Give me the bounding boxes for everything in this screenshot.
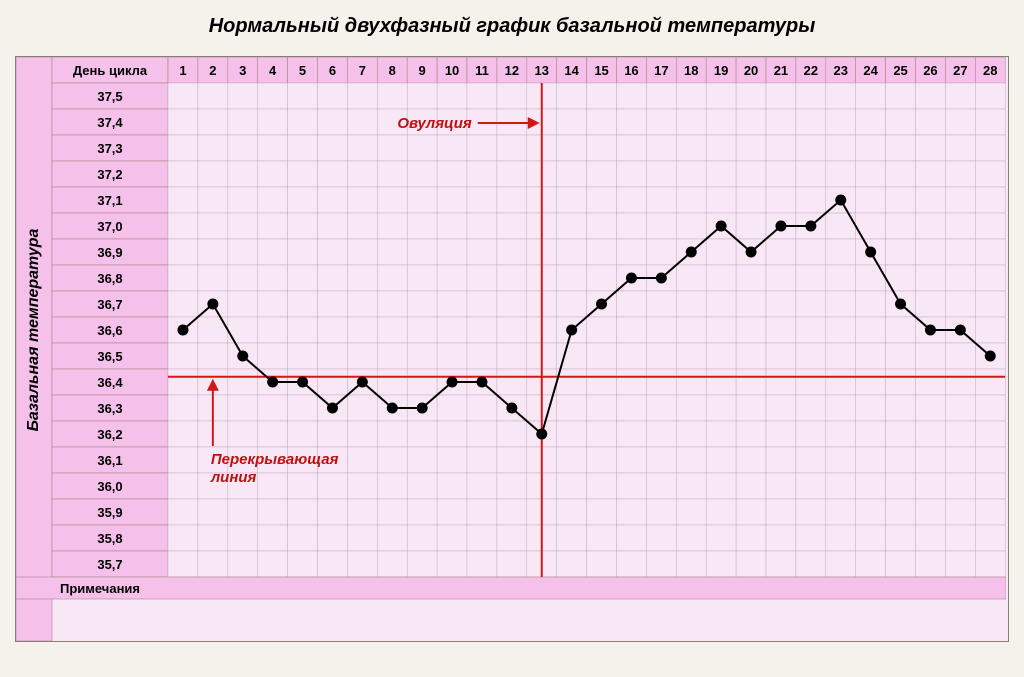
svg-text:4: 4 <box>269 63 277 78</box>
svg-text:36,2: 36,2 <box>97 427 122 442</box>
svg-text:Овуляция: Овуляция <box>397 115 472 132</box>
svg-text:8: 8 <box>389 63 396 78</box>
svg-text:37,5: 37,5 <box>97 89 122 104</box>
svg-text:линия: линия <box>210 469 257 486</box>
svg-text:Базальная температура: Базальная температура <box>25 228 42 431</box>
svg-text:19: 19 <box>714 63 728 78</box>
svg-text:37,1: 37,1 <box>97 193 122 208</box>
svg-text:Перекрывающая: Перекрывающая <box>211 451 339 468</box>
svg-text:28: 28 <box>983 63 997 78</box>
svg-text:9: 9 <box>419 63 426 78</box>
svg-text:2: 2 <box>209 63 216 78</box>
svg-text:26: 26 <box>923 63 937 78</box>
bbt-chart: Базальная температураДень цикла123456789… <box>16 57 1006 641</box>
svg-text:37,4: 37,4 <box>97 115 123 130</box>
svg-text:18: 18 <box>684 63 698 78</box>
svg-text:20: 20 <box>744 63 758 78</box>
svg-text:11: 11 <box>475 63 489 78</box>
svg-text:5: 5 <box>299 63 306 78</box>
svg-text:10: 10 <box>445 63 459 78</box>
svg-text:35,8: 35,8 <box>97 531 122 546</box>
svg-text:23: 23 <box>834 63 848 78</box>
svg-text:14: 14 <box>564 63 579 78</box>
svg-text:36,0: 36,0 <box>97 479 122 494</box>
svg-text:36,1: 36,1 <box>97 453 122 468</box>
svg-text:36,8: 36,8 <box>97 271 122 286</box>
svg-text:36,4: 36,4 <box>97 375 123 390</box>
svg-text:27: 27 <box>953 63 967 78</box>
svg-text:12: 12 <box>505 63 519 78</box>
svg-text:7: 7 <box>359 63 366 78</box>
svg-text:36,3: 36,3 <box>97 401 122 416</box>
svg-text:37,2: 37,2 <box>97 167 122 182</box>
svg-text:22: 22 <box>804 63 818 78</box>
svg-text:3: 3 <box>239 63 246 78</box>
svg-text:36,7: 36,7 <box>97 297 122 312</box>
svg-text:35,7: 35,7 <box>97 557 122 572</box>
svg-text:24: 24 <box>863 63 878 78</box>
svg-text:36,9: 36,9 <box>97 245 122 260</box>
svg-text:25: 25 <box>893 63 907 78</box>
chart-title: Нормальный двухфазный график базальной т… <box>15 15 1009 38</box>
svg-text:Примечания: Примечания <box>60 581 140 596</box>
svg-text:1: 1 <box>179 63 186 78</box>
svg-text:6: 6 <box>329 63 336 78</box>
svg-text:21: 21 <box>774 63 788 78</box>
svg-text:День цикла: День цикла <box>73 63 148 78</box>
svg-text:16: 16 <box>624 63 638 78</box>
svg-text:13: 13 <box>535 63 549 78</box>
svg-text:37,0: 37,0 <box>97 219 122 234</box>
svg-text:17: 17 <box>654 63 668 78</box>
chart-container: Базальная температураДень цикла123456789… <box>15 56 1009 642</box>
svg-text:36,5: 36,5 <box>97 349 122 364</box>
svg-text:37,3: 37,3 <box>97 141 122 156</box>
svg-text:36,6: 36,6 <box>97 323 122 338</box>
svg-text:35,9: 35,9 <box>97 505 122 520</box>
svg-text:15: 15 <box>594 63 608 78</box>
